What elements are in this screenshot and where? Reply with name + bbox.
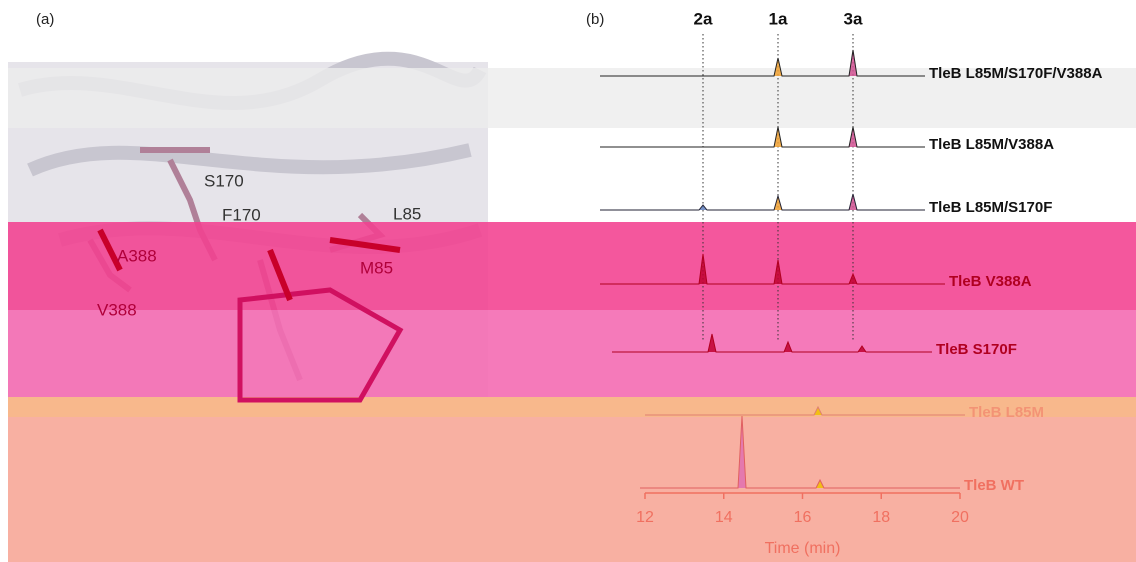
- trace: [645, 405, 965, 416]
- peak-fill: [816, 480, 824, 488]
- x-tick-label: 18: [872, 509, 890, 526]
- trace: [600, 126, 925, 148]
- trace: [600, 253, 945, 285]
- trace-label: TleB L85M/S170F/V388A: [929, 65, 1103, 82]
- panel-label: (b): [586, 11, 604, 28]
- x-tick-label: 12: [636, 509, 654, 526]
- trace-label: TleB L85M/V388A: [929, 136, 1054, 153]
- x-tick-label: 16: [794, 509, 812, 526]
- peak-fill: [699, 254, 707, 284]
- trace: [612, 333, 932, 353]
- peak-fill: [738, 416, 746, 488]
- residue-label: V388: [97, 300, 137, 319]
- panel-label: (a): [36, 11, 54, 28]
- residue-label: S170: [204, 171, 244, 190]
- peak-fill: [849, 274, 857, 284]
- peak-label: 3a: [844, 9, 863, 28]
- peak-fill: [858, 346, 866, 352]
- peak-fill: [774, 196, 782, 210]
- residue-label: A388: [117, 246, 157, 265]
- trace: [640, 415, 960, 489]
- x-tick-label: 20: [951, 509, 969, 526]
- peak-fill: [774, 58, 782, 76]
- peak-fill: [708, 334, 716, 352]
- peak-fill: [774, 260, 782, 284]
- heme: [237, 287, 404, 403]
- trace-label: TleB L85M: [969, 404, 1044, 421]
- peak-fill: [849, 194, 857, 210]
- band: [8, 222, 1136, 310]
- peak-label: 1a: [769, 9, 788, 28]
- peak-fill: [784, 342, 792, 352]
- trace-label: TleB V388A: [949, 273, 1032, 290]
- trace-label: TleB L85M/S170F: [929, 199, 1052, 216]
- x-axis-title: Time (min): [765, 540, 841, 557]
- residue-label: F170: [222, 205, 261, 224]
- peak-fill: [699, 205, 707, 210]
- x-tick-label: 14: [715, 509, 733, 526]
- band: [8, 68, 1136, 128]
- trace-label: TleB WT: [964, 477, 1024, 494]
- peak-fill: [814, 407, 822, 415]
- peak-fill: [849, 127, 857, 147]
- peak-fill: [849, 50, 857, 76]
- trace: [600, 193, 925, 211]
- band: [8, 397, 1136, 417]
- trace-label: TleB S170F: [936, 341, 1017, 358]
- residue-label: M85: [360, 258, 393, 277]
- residue-label: L85: [393, 204, 421, 223]
- trace: [600, 49, 925, 77]
- band: [8, 310, 1136, 397]
- peak-fill: [774, 127, 782, 147]
- side-chains: [97, 228, 401, 302]
- band: [8, 417, 1136, 562]
- peak-label: 2a: [694, 9, 713, 28]
